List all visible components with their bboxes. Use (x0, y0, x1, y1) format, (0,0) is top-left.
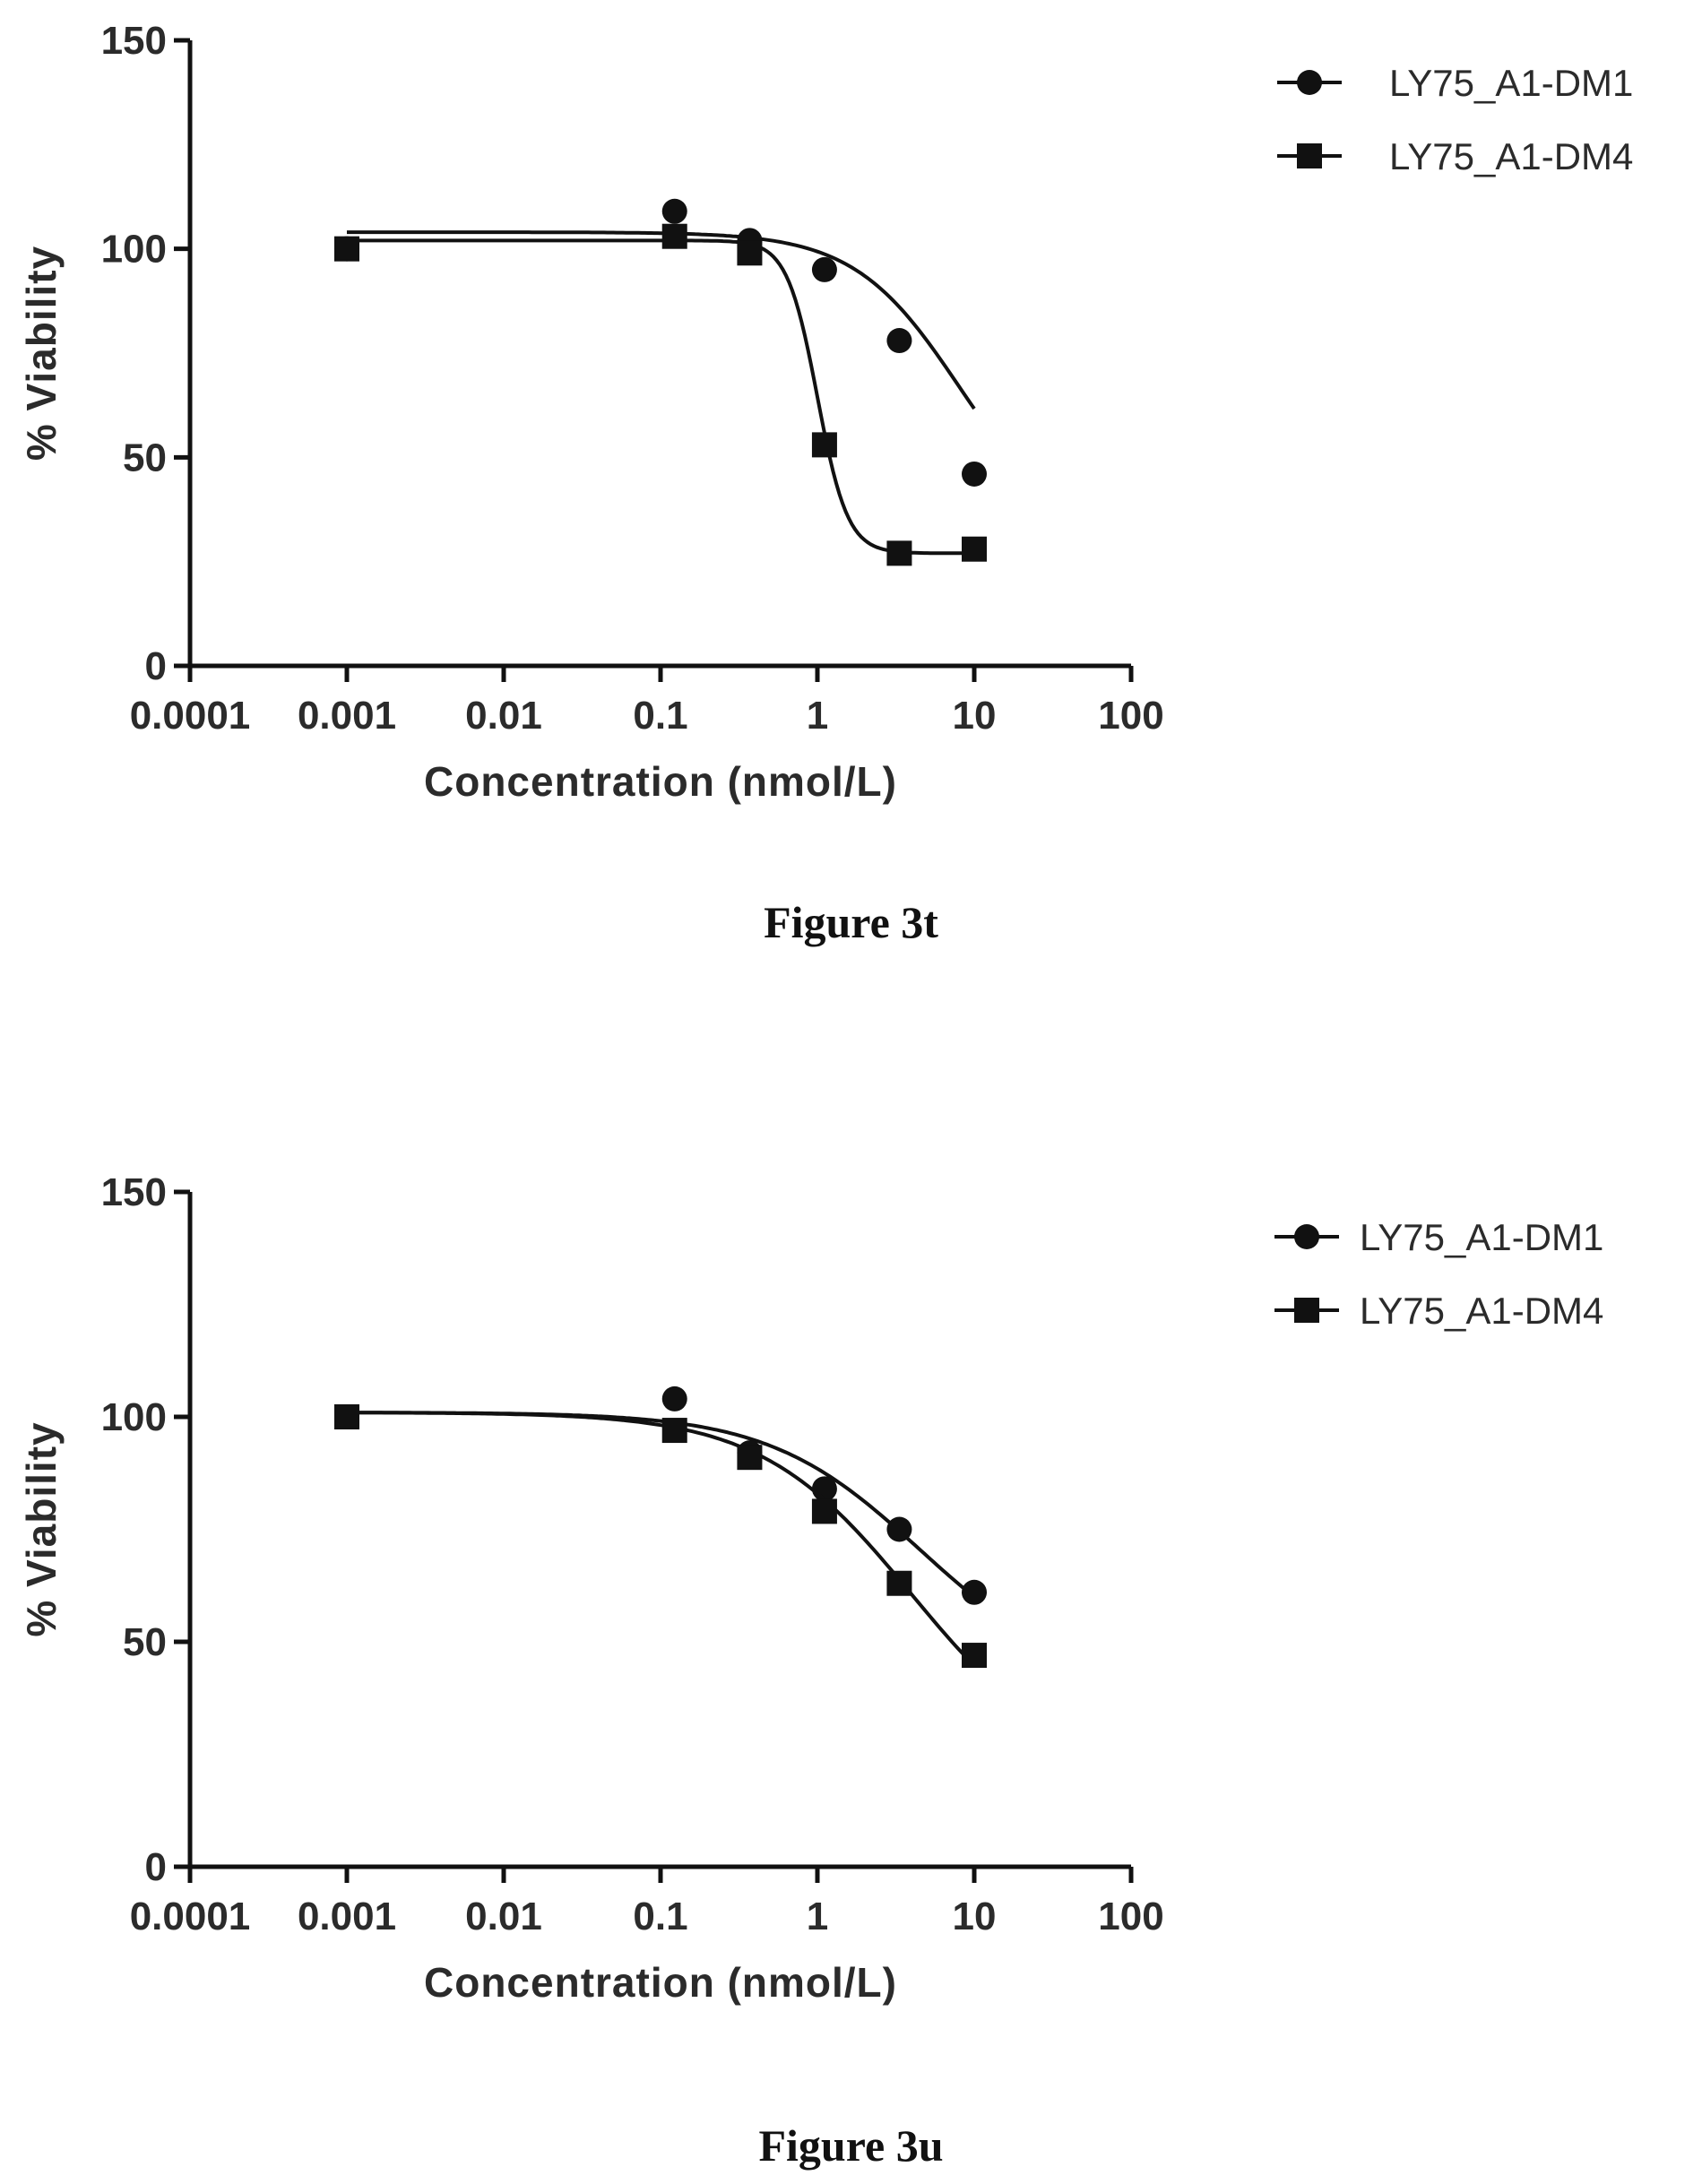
fit-curve-LY75_A1-DM4 (347, 1411, 976, 1668)
legend-label: LY75_A1-DM4 (1360, 1290, 1603, 1332)
y-tick-label: 0 (145, 1845, 167, 1889)
legend-marker-square (1294, 1298, 1319, 1323)
figure-caption-3t: Figure 3t (764, 897, 938, 947)
data-point-square (334, 236, 359, 262)
fit-curve-LY75_A1-DM1 (347, 230, 976, 410)
legend-marker-square (1297, 143, 1322, 168)
chart-figure-3t: 0 50 100 150 0.0001 0.001 0.01 0.1 1 10 100 Concent… (18, 19, 1633, 805)
data-point-square (737, 240, 763, 266)
x-tick-label: 0.01 (465, 1895, 542, 1938)
x-axis-title: Concentration (nmol/L) (424, 758, 897, 805)
x-tick-label: 1 (807, 694, 828, 738)
x-axis-title: Concentration (nmol/L) (424, 1959, 897, 2006)
x-tick-label: 0.01 (465, 694, 542, 738)
data-point-square (962, 1643, 987, 1669)
data-point-square (811, 1498, 837, 1524)
data-point-circle (962, 1579, 987, 1605)
x-tick-label: 0.001 (298, 1895, 396, 1938)
x-tick-label: 1 (807, 1895, 828, 1938)
x-tick-label: 10 (953, 1895, 997, 1938)
data-point-circle (811, 256, 837, 282)
x-tick-label: 100 (1098, 1895, 1163, 1938)
series-LY75_A1-DM4 (334, 1404, 987, 1669)
x-tick-label: 0.1 (633, 694, 687, 738)
y-axis-title: % Viability (18, 1421, 65, 1636)
legend-marker-circle (1297, 70, 1322, 95)
x-tick-label: 100 (1098, 694, 1163, 738)
y-tick-label: 50 (123, 436, 167, 479)
fit-curve-LY75_A1-DM4 (347, 238, 974, 556)
data-point-square (962, 536, 987, 562)
y-tick-label: 150 (101, 1170, 167, 1214)
y-tick-label: 100 (101, 228, 167, 272)
x-tick-label: 0.1 (633, 1895, 687, 1938)
x-tick-label: 10 (953, 694, 997, 738)
y-tick-label: 50 (123, 1620, 167, 1664)
legend-label: LY75_A1-DM4 (1389, 135, 1633, 177)
y-tick-label: 150 (101, 19, 167, 63)
data-point-circle (661, 198, 687, 224)
legend-label: LY75_A1-DM1 (1360, 1216, 1603, 1258)
data-point-circle (886, 328, 912, 354)
series-LY75_A1-DM4 (334, 223, 987, 566)
data-point-square (334, 1404, 359, 1429)
data-point-square (886, 1570, 912, 1596)
data-point-square (811, 432, 837, 458)
fit-curve-LY75_A1-DM1 (347, 1411, 976, 1599)
legend-marker-circle (1294, 1224, 1319, 1249)
legend-label: LY75_A1-DM1 (1389, 62, 1633, 104)
data-point-square (661, 223, 687, 249)
x-tick-label: 0.0001 (130, 694, 251, 738)
data-point-circle (886, 1516, 912, 1542)
y-tick-label: 0 (145, 644, 167, 688)
x-tick-label: 0.001 (298, 694, 396, 738)
data-point-circle (661, 1386, 687, 1411)
chart-figure-3u: 0 50 100 150 0.0001 0.001 0.01 0.1 1 10 100 Concent… (18, 1170, 1603, 2006)
figure-caption-3u: Figure 3u (758, 2120, 944, 2171)
data-point-square (737, 1445, 763, 1471)
x-tick-label: 0.0001 (130, 1895, 251, 1938)
y-tick-label: 100 (101, 1395, 167, 1439)
data-point-square (886, 540, 912, 566)
y-axis-title: % Viability (18, 246, 65, 461)
data-point-square (661, 1418, 687, 1444)
data-point-circle (962, 461, 987, 487)
